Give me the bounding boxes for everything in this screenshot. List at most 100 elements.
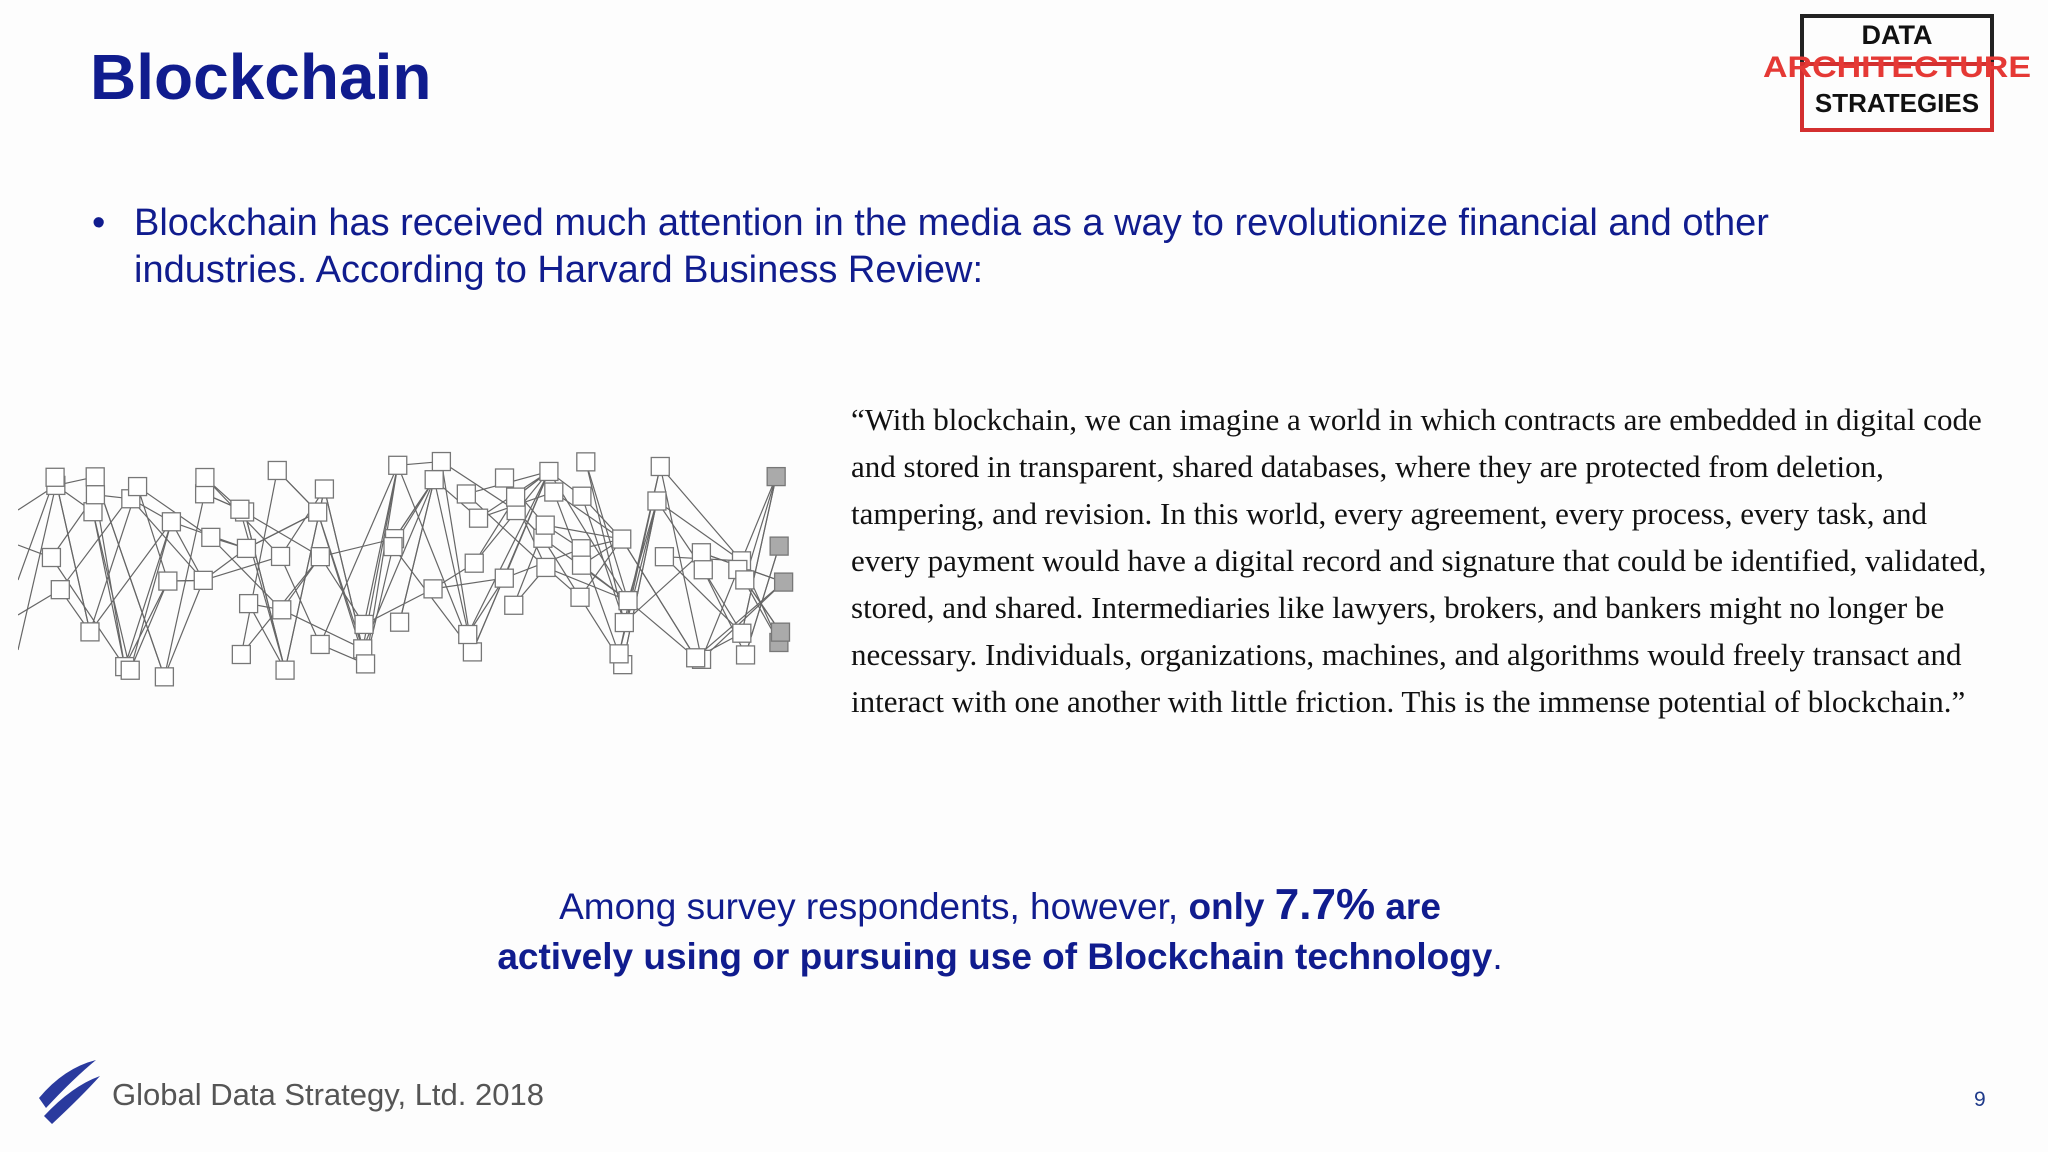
block bbox=[464, 553, 484, 573]
link bbox=[94, 494, 126, 667]
block bbox=[120, 660, 140, 680]
link bbox=[363, 588, 434, 625]
link bbox=[656, 500, 742, 562]
link bbox=[399, 479, 435, 623]
link bbox=[397, 465, 473, 653]
block bbox=[195, 467, 215, 488]
logo-text: DATA bbox=[1862, 20, 1933, 50]
link bbox=[240, 470, 278, 655]
block bbox=[468, 508, 489, 528]
block bbox=[310, 634, 330, 655]
bullet-marker: • bbox=[92, 202, 106, 244]
block bbox=[231, 644, 251, 665]
block bbox=[735, 570, 755, 590]
block bbox=[154, 667, 175, 687]
block bbox=[458, 624, 478, 645]
block bbox=[462, 642, 483, 662]
link bbox=[364, 465, 399, 665]
logo: DATA ARCHITECTURE STRATEGIES bbox=[1763, 14, 2031, 132]
block bbox=[354, 614, 374, 635]
link bbox=[622, 500, 658, 665]
link bbox=[503, 471, 550, 579]
page-number: 9 bbox=[1974, 1088, 1986, 1111]
block bbox=[383, 536, 403, 557]
callout-bold: only bbox=[1188, 886, 1265, 927]
block bbox=[504, 595, 524, 615]
logo-frame-red bbox=[1800, 62, 1994, 132]
block bbox=[238, 593, 259, 614]
link bbox=[137, 486, 169, 582]
block bbox=[609, 644, 629, 664]
company-logo bbox=[39, 1060, 100, 1124]
logo-text: ARCHITECTURE bbox=[1763, 51, 2031, 84]
link bbox=[246, 511, 318, 549]
link bbox=[433, 479, 473, 653]
block bbox=[693, 560, 713, 580]
link bbox=[280, 556, 321, 645]
block bbox=[127, 476, 148, 497]
block bbox=[536, 557, 556, 578]
block bbox=[270, 546, 291, 567]
link bbox=[440, 461, 473, 653]
link bbox=[137, 486, 212, 538]
callout: Among survey respondents, however, only … bbox=[400, 880, 1600, 982]
link bbox=[163, 493, 206, 677]
quote: “With blockchain, we can imagine a world… bbox=[851, 402, 1987, 719]
link bbox=[701, 581, 785, 660]
link bbox=[129, 580, 169, 671]
network-illustration bbox=[18, 451, 794, 687]
block bbox=[535, 515, 555, 535]
link bbox=[281, 609, 363, 650]
block bbox=[654, 547, 675, 567]
block bbox=[735, 645, 756, 665]
block bbox=[572, 486, 592, 506]
block bbox=[355, 654, 376, 674]
block bbox=[494, 568, 514, 588]
link bbox=[623, 552, 702, 623]
block bbox=[50, 580, 70, 600]
callout-text: Among survey respondents, however, bbox=[559, 886, 1179, 927]
link bbox=[621, 538, 697, 659]
link bbox=[585, 461, 625, 623]
link bbox=[89, 521, 172, 633]
block bbox=[310, 546, 330, 567]
block bbox=[389, 612, 410, 632]
block bbox=[571, 555, 592, 575]
link bbox=[545, 566, 629, 602]
block bbox=[161, 512, 182, 532]
block bbox=[275, 660, 295, 680]
link bbox=[702, 569, 743, 634]
block bbox=[158, 571, 178, 591]
block bbox=[314, 479, 335, 499]
link bbox=[244, 511, 286, 671]
link bbox=[94, 476, 165, 678]
link bbox=[585, 461, 629, 601]
block bbox=[614, 612, 634, 633]
block bbox=[618, 590, 638, 611]
link bbox=[465, 493, 547, 568]
link bbox=[579, 538, 623, 598]
block bbox=[766, 466, 786, 487]
block bbox=[686, 648, 706, 668]
link bbox=[627, 600, 697, 659]
block bbox=[83, 502, 103, 522]
link bbox=[432, 577, 505, 590]
block bbox=[770, 622, 791, 642]
link bbox=[363, 465, 399, 625]
link bbox=[441, 461, 517, 512]
block bbox=[194, 484, 215, 504]
link bbox=[18, 485, 57, 651]
block bbox=[41, 547, 62, 568]
link bbox=[659, 466, 742, 562]
block bbox=[388, 455, 408, 475]
block bbox=[571, 539, 591, 559]
block bbox=[647, 491, 667, 511]
callout-figure: 7.7% bbox=[1274, 880, 1376, 929]
bullet-text: Blockchain has received much attention i… bbox=[134, 202, 1769, 291]
block bbox=[45, 467, 65, 487]
callout-bold: are bbox=[1385, 886, 1441, 927]
title: Blockchain bbox=[90, 41, 432, 113]
callout-bold: actively using or pursuing use of Blockc… bbox=[497, 936, 1493, 977]
block bbox=[201, 527, 221, 548]
